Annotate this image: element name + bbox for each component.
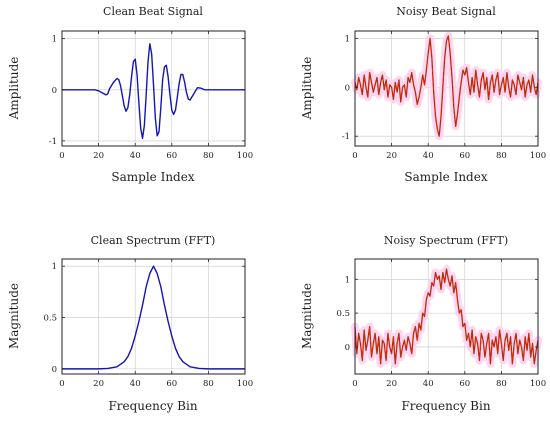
x-axis-label: Sample Index xyxy=(404,170,487,184)
plot-frame xyxy=(354,30,539,147)
y-tick-label: 0.5 xyxy=(336,309,350,319)
x-tick-label: 40 xyxy=(423,379,434,389)
x-tick-label: 0 xyxy=(352,379,357,389)
y-tick-label: 0 xyxy=(345,343,350,353)
clean-spectrum-chart: 0 20 40 60 80 100 0 0.5 1 Clean Spectrum (FFT) Fre… xyxy=(7,234,253,413)
x-tick-label: 60 xyxy=(166,379,177,389)
x-tick-label: 0 xyxy=(352,151,357,161)
x-tick-label: 20 xyxy=(386,379,397,389)
chart-title: Noisy Spectrum (FFT) xyxy=(384,234,508,247)
series-line-dark xyxy=(354,268,539,365)
y-tick-label: 0 xyxy=(345,83,350,93)
plot-frame xyxy=(61,258,246,375)
chart-title: Clean Spectrum (FFT) xyxy=(91,234,216,247)
x-tick-label: 80 xyxy=(203,379,214,389)
chart-title: Noisy Beat Signal xyxy=(396,5,496,18)
x-tick-label: 20 xyxy=(386,151,397,161)
y-tick-label: 1 xyxy=(52,262,57,272)
x-axis-label: Sample Index xyxy=(111,170,194,184)
series-line xyxy=(62,43,245,140)
x-tick-label: 100 xyxy=(530,379,546,389)
x-tick-label: 20 xyxy=(93,151,104,161)
x-tick-label: 40 xyxy=(130,151,141,161)
noisy-spectrum-chart: 0 20 40 60 80 100 0 0.5 1 Noisy Spectrum (FFT) Fre… xyxy=(300,234,546,413)
x-tick-label: 100 xyxy=(530,151,546,161)
x-tick-label: 60 xyxy=(459,151,470,161)
series-line xyxy=(62,265,245,370)
series-line-dark xyxy=(354,35,539,137)
series-halo xyxy=(351,31,542,141)
plot-frame xyxy=(354,258,539,375)
x-tick-label: 20 xyxy=(93,379,104,389)
x-tick-label: 100 xyxy=(237,151,253,161)
y-axis-label: Amplitude xyxy=(7,57,21,121)
x-tick-label: 80 xyxy=(496,379,507,389)
y-tick-label: 0 xyxy=(52,365,57,375)
x-tick-label: 80 xyxy=(496,151,507,161)
y-tick-label: -1 xyxy=(342,132,350,142)
y-axis-label: Magnitude xyxy=(7,283,21,349)
x-tick-label: 0 xyxy=(59,151,64,161)
y-tick-label: 1 xyxy=(52,35,57,45)
x-tick-label: 40 xyxy=(423,151,434,161)
x-axis-label: Frequency Bin xyxy=(108,399,197,413)
x-tick-label: 0 xyxy=(59,379,64,389)
x-tick-label: 80 xyxy=(203,151,214,161)
chart-title: Clean Beat Signal xyxy=(103,5,203,18)
x-tick-label: 60 xyxy=(166,151,177,161)
series-halo xyxy=(351,265,542,368)
x-tick-label: 60 xyxy=(459,379,470,389)
x-tick-label: 100 xyxy=(237,379,253,389)
y-tick-label: 1 xyxy=(345,34,350,44)
y-tick-label: 0.5 xyxy=(43,314,57,324)
y-tick-label: -1 xyxy=(49,137,57,147)
y-axis-label: Amplitude xyxy=(300,57,314,121)
x-tick-label: 40 xyxy=(130,379,141,389)
plot-frame xyxy=(61,30,246,147)
x-axis-label: Frequency Bin xyxy=(401,399,490,413)
y-tick-label: 0 xyxy=(52,86,57,96)
y-tick-label: 1 xyxy=(345,275,350,285)
y-axis-label: Magnitude xyxy=(300,283,314,349)
